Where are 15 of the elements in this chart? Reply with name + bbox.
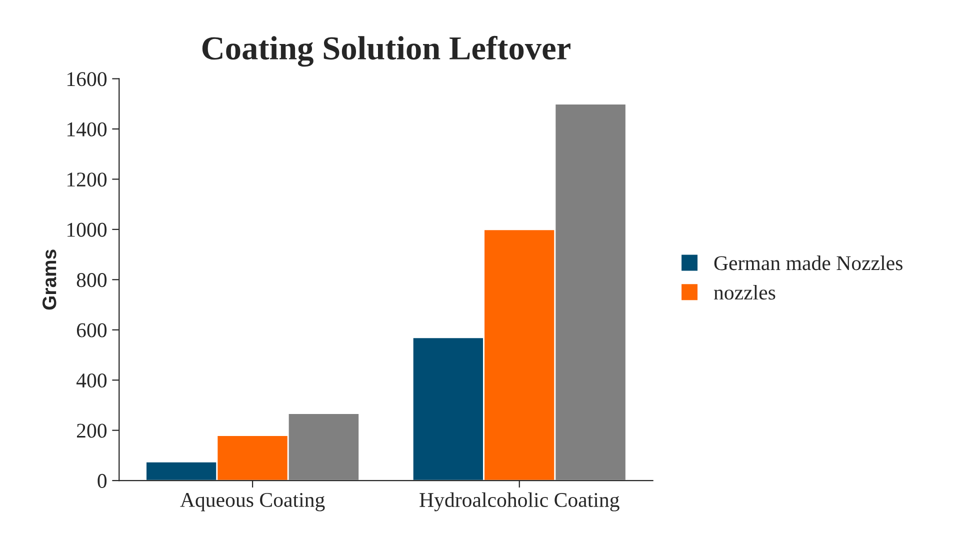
chart-title: Coating Solution Leftover <box>202 36 570 67</box>
y-tick-label: 1600 <box>67 72 107 86</box>
y-tick-label: 0 <box>98 474 107 488</box>
y-tick-label: 400 <box>76 373 107 388</box>
y-tick-label: 200 <box>76 424 107 438</box>
y-tick-label: 600 <box>76 323 107 338</box>
y-tick-label: 800 <box>76 273 107 288</box>
y-tick-label: 1000 <box>67 222 107 237</box>
y-axis-title: Grams <box>42 250 56 310</box>
x-tick-label: Aqueous Coating <box>180 492 325 512</box>
legend-label: German made Nozzles <box>714 256 902 270</box>
y-tick-label: 1400 <box>67 122 107 136</box>
x-tick-label: Hydroalcoholic Coating <box>420 492 620 512</box>
y-tick-label: 1200 <box>67 172 107 187</box>
legend-label: nozzles <box>714 284 776 300</box>
